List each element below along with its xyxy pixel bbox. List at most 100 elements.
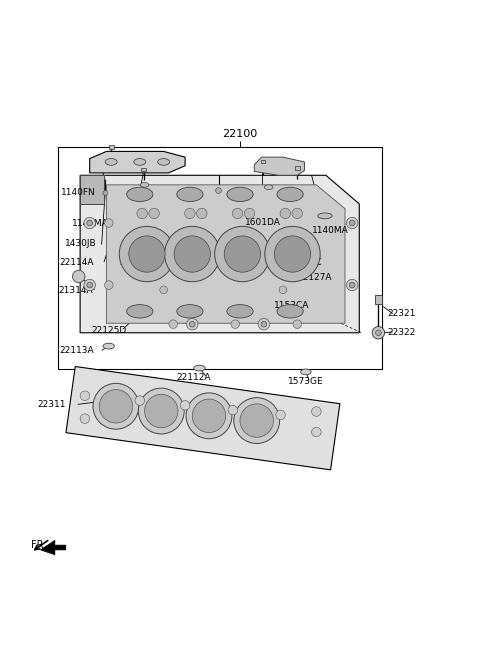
Circle shape [234,398,280,443]
Circle shape [135,396,144,405]
Circle shape [174,236,210,272]
Text: 1153CA: 1153CA [275,300,310,310]
Ellipse shape [177,187,203,201]
Ellipse shape [134,159,146,165]
Circle shape [80,391,90,401]
Ellipse shape [264,185,273,190]
Ellipse shape [300,369,311,375]
Text: 22100: 22100 [222,129,258,140]
Bar [141,168,146,171]
Polygon shape [254,157,304,175]
Circle shape [215,226,270,281]
Ellipse shape [277,304,303,318]
Circle shape [375,330,381,336]
Bar [109,145,114,149]
Polygon shape [80,175,360,333]
Text: 22124C: 22124C [288,258,322,266]
Ellipse shape [157,159,169,165]
Circle shape [347,217,358,229]
Circle shape [144,394,178,428]
Circle shape [149,208,159,218]
Text: 22124C: 22124C [120,258,154,266]
Bar [295,166,300,169]
Bar [374,295,382,304]
Circle shape [244,208,255,218]
Circle shape [165,226,220,281]
Text: 1140MA: 1140MA [312,226,348,235]
Bar [261,159,265,163]
Circle shape [169,320,178,329]
Circle shape [93,383,139,429]
Polygon shape [107,185,345,323]
Circle shape [160,286,168,294]
Text: 1140FN: 1140FN [61,188,96,197]
Circle shape [119,226,175,281]
Circle shape [261,321,267,327]
Text: 22114A: 22114A [60,258,94,266]
Polygon shape [66,367,340,470]
Circle shape [232,208,243,218]
Circle shape [186,393,232,439]
Circle shape [87,282,93,288]
Text: 1140MA: 1140MA [72,218,109,228]
Text: 22311: 22311 [37,400,66,409]
Text: FR.: FR. [31,540,46,550]
Circle shape [231,320,240,329]
Ellipse shape [277,187,303,201]
Text: 22322: 22322 [387,328,415,337]
Text: 1573GE: 1573GE [288,377,324,386]
Text: 22125D: 22125D [91,326,126,335]
Circle shape [138,388,184,434]
Text: 22321: 22321 [387,309,415,318]
Circle shape [129,236,165,272]
Circle shape [349,220,355,226]
Ellipse shape [227,187,253,201]
Text: 1601DA: 1601DA [245,218,281,226]
Circle shape [99,390,132,423]
Circle shape [265,226,320,281]
Circle shape [105,218,113,228]
Ellipse shape [103,343,115,349]
Circle shape [275,236,311,272]
Circle shape [84,217,96,229]
Ellipse shape [177,304,203,318]
Circle shape [187,318,198,330]
Circle shape [197,208,207,218]
Ellipse shape [127,304,153,318]
Circle shape [224,236,261,272]
Ellipse shape [127,187,153,201]
Circle shape [258,318,270,330]
Polygon shape [40,541,66,555]
Circle shape [105,281,113,289]
Circle shape [292,208,302,218]
Circle shape [312,407,321,417]
Text: 21314A: 21314A [59,286,93,295]
Circle shape [190,321,195,327]
Circle shape [80,414,90,423]
Circle shape [72,270,85,283]
Circle shape [137,208,147,218]
Text: 22113A: 22113A [60,346,94,356]
Circle shape [279,286,287,294]
Text: 1430JB: 1430JB [65,239,96,247]
Circle shape [180,401,190,410]
Bar [58,147,382,369]
Ellipse shape [140,182,149,187]
Text: 22112A: 22112A [177,373,211,382]
Text: 22127A: 22127A [297,274,332,282]
Circle shape [228,405,238,415]
Circle shape [240,404,274,438]
Ellipse shape [105,159,117,165]
Circle shape [103,190,108,195]
Circle shape [293,320,301,329]
Circle shape [276,410,285,420]
Ellipse shape [227,304,253,318]
Text: 22115A: 22115A [195,253,229,262]
Circle shape [84,279,96,291]
Circle shape [192,399,226,432]
Circle shape [349,282,355,288]
Circle shape [185,208,195,218]
Ellipse shape [194,365,205,371]
Circle shape [216,188,221,194]
Polygon shape [90,152,185,173]
